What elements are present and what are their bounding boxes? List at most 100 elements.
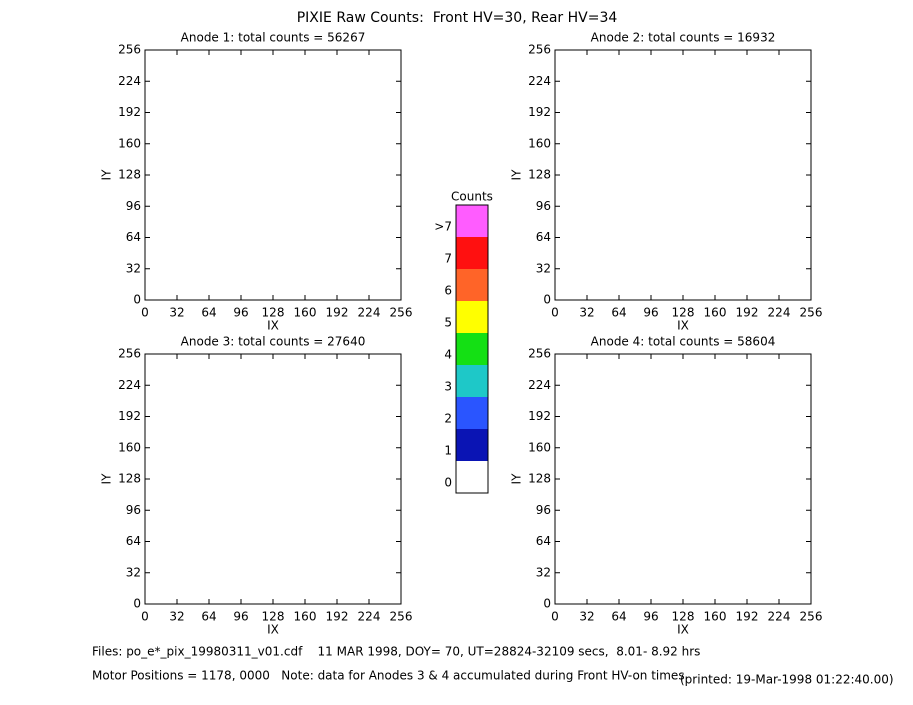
- x-axis-label: IX: [677, 623, 689, 637]
- y-tick-label: 224: [118, 378, 141, 392]
- x-tick-label: 64: [611, 610, 626, 624]
- x-tick-label: 224: [358, 306, 381, 320]
- x-tick-label: 192: [326, 610, 349, 624]
- colorbar-swatch: [456, 301, 488, 333]
- y-tick-label: 128: [528, 168, 551, 182]
- colorbar-swatch: [456, 205, 488, 237]
- x-tick-label: 224: [768, 610, 791, 624]
- colorbar-tick-label: >7: [434, 220, 452, 234]
- panel-title: Anode 2: total counts = 16932: [591, 31, 776, 45]
- y-tick-label: 32: [536, 565, 551, 579]
- y-tick-label: 160: [118, 136, 141, 150]
- y-tick-label: 128: [118, 472, 141, 486]
- y-tick-label: 192: [118, 409, 141, 423]
- x-tick-label: 128: [672, 306, 695, 320]
- x-tick-label: 224: [358, 610, 381, 624]
- x-tick-label: 96: [643, 610, 658, 624]
- x-tick-label: 128: [262, 306, 285, 320]
- y-tick-label: 128: [118, 168, 141, 182]
- x-tick-label: 192: [736, 610, 759, 624]
- y-tick-label: 64: [126, 230, 141, 244]
- y-axis-label: IY: [100, 473, 114, 485]
- x-tick-label: 64: [201, 610, 216, 624]
- x-tick-label: 64: [611, 306, 626, 320]
- colorbar-tick-label: 5: [444, 316, 452, 330]
- y-tick-label: 32: [126, 565, 141, 579]
- y-tick-label: 224: [118, 74, 141, 88]
- y-tick-label: 0: [133, 293, 141, 307]
- x-tick-label: 256: [390, 610, 413, 624]
- y-tick-label: 160: [528, 440, 551, 454]
- x-axis-label: IX: [267, 319, 279, 333]
- y-tick-label: 192: [528, 105, 551, 119]
- y-tick-label: 96: [536, 199, 551, 213]
- x-tick-label: 64: [201, 306, 216, 320]
- colorbar-tick-label: 2: [444, 412, 452, 426]
- y-axis-label: IY: [510, 169, 524, 181]
- y-tick-label: 192: [528, 409, 551, 423]
- colorbar-tick-label: 4: [444, 348, 452, 362]
- x-axis-label: IX: [677, 319, 689, 333]
- x-tick-label: 224: [768, 306, 791, 320]
- y-tick-label: 224: [528, 378, 551, 392]
- y-tick-label: 0: [543, 597, 551, 611]
- colorbar-tick-label: 6: [444, 284, 452, 298]
- x-tick-label: 256: [390, 306, 413, 320]
- y-tick-label: 64: [126, 534, 141, 548]
- footer-files: Files: po_e*_pix_19980311_v01.cdf 11 MAR…: [92, 645, 700, 659]
- x-tick-label: 128: [672, 610, 695, 624]
- y-tick-label: 256: [118, 43, 141, 57]
- y-tick-label: 0: [543, 293, 551, 307]
- colorbar-swatch: [456, 269, 488, 301]
- y-axis-label: IY: [510, 473, 524, 485]
- x-tick-label: 160: [294, 306, 317, 320]
- colorbar-swatch: [456, 333, 488, 365]
- colorbar-tick-label: 3: [444, 380, 452, 394]
- y-tick-label: 32: [536, 261, 551, 275]
- panel-title: Anode 3: total counts = 27640: [181, 335, 366, 349]
- y-tick-label: 32: [126, 261, 141, 275]
- colorbar-swatch: [456, 365, 488, 397]
- y-tick-label: 0: [133, 597, 141, 611]
- page-title: PIXIE Raw Counts: Front HV=30, Rear HV=3…: [297, 10, 618, 26]
- colorbar-title: Counts: [451, 190, 493, 204]
- footer-printed: (printed: 19-Mar-1998 01:22:40.00): [680, 673, 894, 687]
- colorbar-swatch: [456, 237, 488, 269]
- colorbar-tick-label: 0: [444, 476, 452, 490]
- y-tick-label: 256: [528, 347, 551, 361]
- x-tick-label: 0: [141, 610, 149, 624]
- y-tick-label: 224: [528, 74, 551, 88]
- x-tick-label: 32: [579, 306, 594, 320]
- y-tick-label: 64: [536, 230, 551, 244]
- y-tick-label: 256: [118, 347, 141, 361]
- y-tick-label: 96: [126, 503, 141, 517]
- x-tick-label: 256: [800, 610, 823, 624]
- x-tick-label: 160: [294, 610, 317, 624]
- x-tick-label: 192: [326, 306, 349, 320]
- y-tick-label: 128: [528, 472, 551, 486]
- y-tick-label: 160: [528, 136, 551, 150]
- y-tick-label: 96: [126, 199, 141, 213]
- colorbar-swatch: [456, 429, 488, 461]
- x-axis-label: IX: [267, 623, 279, 637]
- colorbar-frame: [455, 204, 489, 494]
- colorbar-tick-label: 1: [444, 444, 452, 458]
- x-tick-label: 96: [643, 306, 658, 320]
- x-tick-label: 128: [262, 610, 285, 624]
- x-tick-label: 160: [704, 306, 727, 320]
- y-axis-label: IY: [100, 169, 114, 181]
- y-tick-label: 256: [528, 43, 551, 57]
- y-tick-label: 64: [536, 534, 551, 548]
- x-tick-label: 32: [579, 610, 594, 624]
- y-tick-label: 96: [536, 503, 551, 517]
- y-tick-label: 192: [118, 105, 141, 119]
- colorbar-tick-label: 7: [444, 252, 452, 266]
- x-tick-label: 32: [169, 610, 184, 624]
- x-tick-label: 0: [141, 306, 149, 320]
- x-tick-label: 256: [800, 306, 823, 320]
- colorbar-swatch: [456, 397, 488, 429]
- x-tick-label: 192: [736, 306, 759, 320]
- x-tick-label: 32: [169, 306, 184, 320]
- panel-title: Anode 4: total counts = 58604: [591, 335, 776, 349]
